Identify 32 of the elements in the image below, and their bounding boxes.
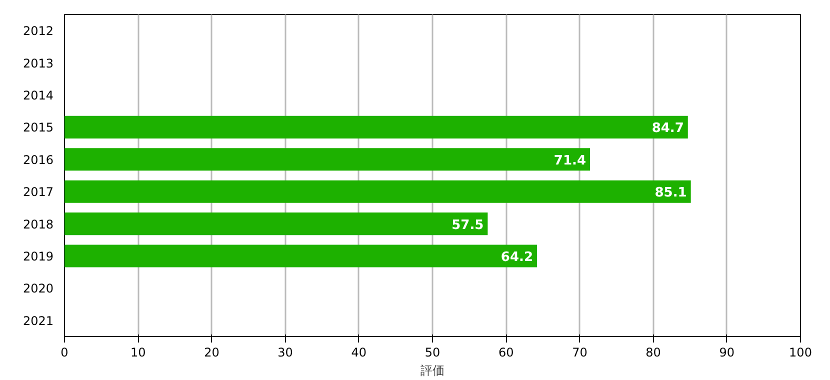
x-tick-label: 20 (204, 346, 220, 360)
y-tick-label: 2013 (22, 56, 54, 70)
x-tick-label: 80 (646, 346, 661, 360)
x-tick-label: 100 (789, 346, 812, 360)
y-tick-label: 2021 (22, 314, 54, 328)
data-label: 57.5 (452, 218, 484, 233)
y-tick-label: 2017 (22, 185, 54, 200)
bar (64, 212, 488, 236)
x-tick-label: 90 (719, 346, 735, 360)
data-label: 71.4 (554, 153, 586, 168)
x-tick-label: 0 (60, 346, 68, 360)
x-axis-title: 評価 (420, 364, 444, 378)
x-tick-label: 40 (351, 346, 367, 360)
x-tick-label: 50 (424, 346, 440, 360)
y-tick-label: 2019 (22, 250, 54, 264)
data-label: 64.2 (500, 250, 534, 265)
y-tick-label: 2016 (22, 152, 54, 167)
y-tick-label: 2015 (22, 120, 54, 135)
x-tick-label: 60 (498, 346, 514, 360)
data-label: 84.7 (652, 121, 684, 136)
bar (64, 244, 538, 268)
bar (64, 180, 691, 203)
x-tick-label: 30 (278, 346, 293, 360)
bar (64, 116, 688, 138)
x-tick-label: 70 (572, 346, 588, 360)
x-tick-label: 10 (130, 346, 146, 360)
bar (64, 148, 590, 171)
y-tick-label: 2018 (22, 217, 54, 232)
y-tick-label: 2020 (22, 282, 54, 296)
y-tick-label: 2014 (22, 88, 54, 102)
y-tick-label: 2012 (22, 24, 54, 38)
data-label: 85.1 (654, 186, 687, 201)
